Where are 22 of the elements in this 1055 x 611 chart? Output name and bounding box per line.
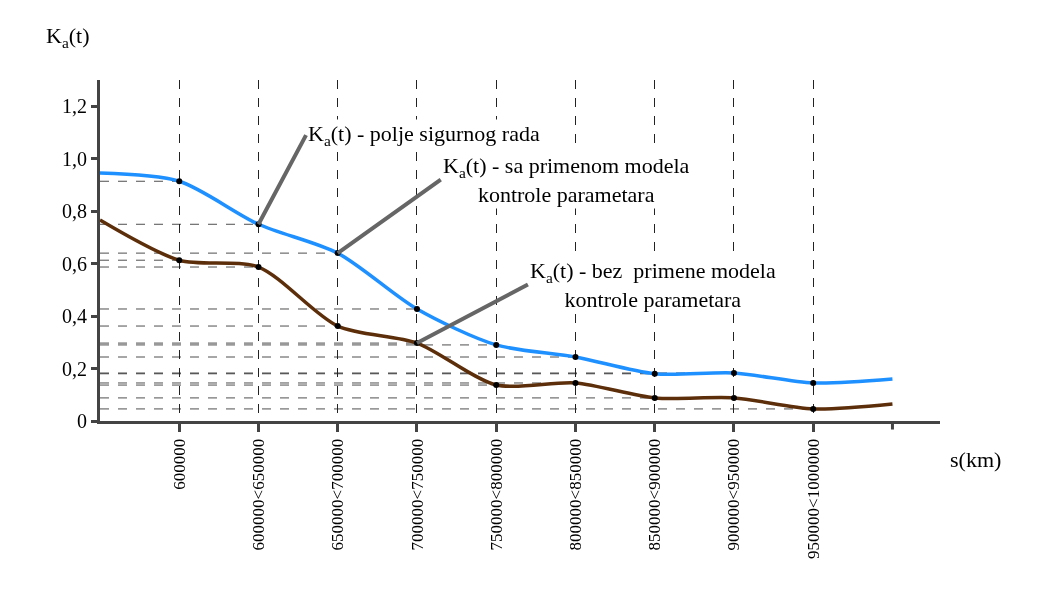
x-tick-label: 850000<900000: [645, 438, 665, 551]
y-tick-label: 1,2: [62, 95, 87, 118]
y-tick-label: 1,0: [62, 147, 87, 170]
line-series: [100, 218, 895, 412]
y-tick-label: 0: [77, 410, 87, 432]
x-tick-label: 750000<800000: [486, 438, 506, 551]
annotation: K$_{a}$(t) - sa primenom modela kontrole parametara: [443, 153, 690, 207]
x-tick-label: 950000<1000000: [803, 438, 823, 559]
x-axis-title: s(km): [950, 447, 1002, 472]
x-tick-label: 700000<750000: [407, 438, 427, 551]
annotation: K$_{a}$(t) - bez primene modela kontrole parametara: [530, 258, 776, 312]
x-tick-label: 900000<950000: [724, 438, 744, 551]
y-axis-title: K$_{a}$(t): [46, 23, 90, 51]
x-tick-label: 600000: [169, 438, 189, 490]
x-tick-label: 800000<850000: [565, 438, 585, 551]
y-tick-label: 0,8: [62, 200, 87, 223]
y-tick-label: 0,6: [62, 252, 87, 275]
annotation: K$_{a}$(t) - polje sigurnog rada: [308, 121, 540, 149]
y-tick-label: 0,4: [62, 305, 87, 328]
x-tick-label: 600000<650000: [249, 438, 269, 551]
y-tick-label: 0,2: [62, 357, 87, 380]
x-tick-label: 650000<700000: [328, 438, 348, 551]
